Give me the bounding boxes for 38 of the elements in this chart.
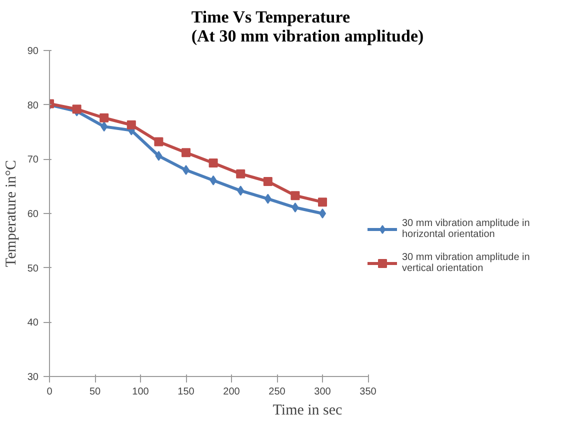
x-tick-label: 300 — [314, 386, 332, 398]
point — [72, 104, 82, 114]
point — [290, 191, 300, 200]
x-tick-label: 200 — [223, 386, 240, 398]
point — [264, 194, 272, 204]
point — [263, 176, 272, 186]
x-tick-label: 0 — [46, 386, 53, 398]
legend-label: 30 mm vibration amplitude in vertical orientation — [402, 251, 530, 276]
x-tick-label: 150 — [178, 386, 195, 398]
x-tick-label: 350 — [360, 386, 377, 398]
point — [318, 198, 328, 207]
y-tick-label: 70 — [27, 154, 39, 166]
y-tick-label: 60 — [27, 209, 39, 220]
x-tick-label: 50 — [89, 386, 102, 398]
point — [182, 165, 190, 176]
point — [319, 208, 326, 218]
y-tick-label: 40 — [27, 318, 39, 329]
point — [126, 120, 136, 130]
legend-label: 30 mm vibration amplitude in horizontal orientation — [402, 217, 530, 242]
x-tick-label: 250 — [268, 386, 286, 398]
x-axis-title: Time in sec — [272, 402, 343, 418]
point — [292, 202, 299, 213]
x-tick-label: 100 — [132, 386, 150, 398]
point — [100, 113, 109, 122]
point — [182, 148, 191, 158]
point — [236, 169, 246, 178]
y-tick-label: 90 — [27, 46, 39, 57]
point — [154, 137, 164, 146]
y-tick-label: 30 — [27, 372, 39, 383]
point — [210, 175, 217, 186]
point — [208, 158, 218, 168]
y-tick-label: 80 — [27, 100, 39, 112]
point — [237, 186, 244, 196]
chart-title: Time Vs Temperature (At 30 mm vibration amplitude) — [191, 8, 424, 46]
y-tick-label: 50 — [27, 263, 39, 274]
point — [155, 150, 162, 161]
point — [100, 122, 108, 132]
y-axis-title: Temperature in°C — [3, 160, 20, 267]
